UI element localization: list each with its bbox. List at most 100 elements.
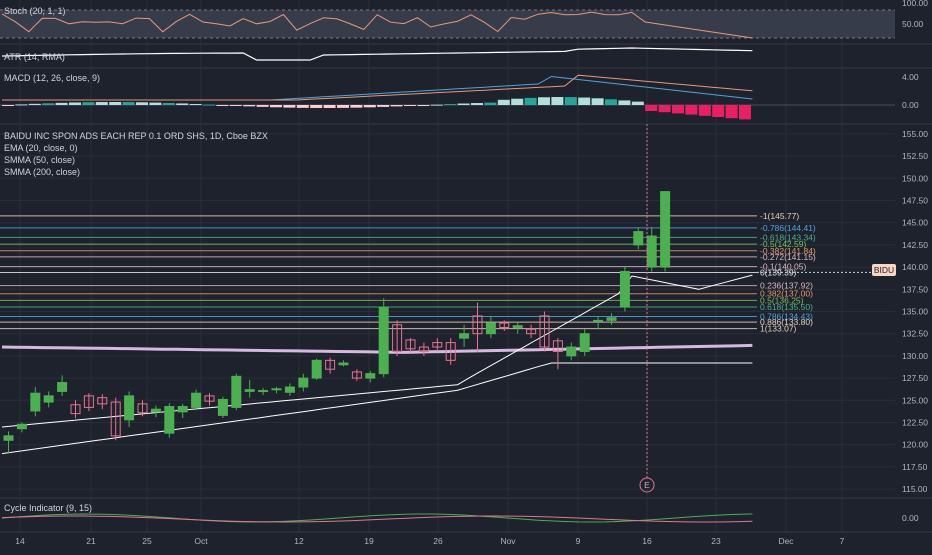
- candle-body: [418, 346, 429, 352]
- macd-histogram-bar: [685, 105, 698, 115]
- macd-histogram-bar: [216, 105, 229, 106]
- macd-histogram-bar: [497, 99, 510, 105]
- price-axis-tick: 130.00: [902, 351, 928, 361]
- macd-histogram-bar: [591, 98, 604, 105]
- fib-level-label: -0.1(140.05): [760, 262, 806, 272]
- signal-line: [2, 74, 753, 101]
- candle-body: [70, 404, 81, 415]
- candle-body: [97, 397, 108, 405]
- candle-body: [378, 306, 389, 375]
- price-axis-tick: 145.00: [902, 218, 928, 228]
- macd-histogram-bar: [363, 105, 376, 108]
- candle-body: [405, 339, 416, 350]
- fib-level-label: 0.382(137.00): [760, 289, 813, 299]
- fib-level-label: 0.886(133.80): [760, 317, 813, 327]
- macd-histogram-bar: [82, 102, 95, 105]
- candle-body: [472, 315, 483, 335]
- candle-body: [191, 392, 202, 408]
- price-axis-tick: 127.50: [902, 373, 928, 383]
- earnings-marker-label: E: [644, 480, 650, 490]
- time-axis-tick: 25: [142, 536, 152, 546]
- candle-body: [338, 362, 349, 366]
- candle-body: [499, 322, 510, 328]
- cycle-label: Cycle Indicator (9, 15): [4, 503, 93, 513]
- macd-histogram-bar: [176, 103, 189, 105]
- macd-histogram-bar: [2, 105, 14, 106]
- ema-overlay-label[interactable]: EMA (20, close, 0): [4, 143, 78, 153]
- macd-histogram-bar: [28, 103, 41, 105]
- stoch-tick-50: 50.00: [902, 19, 924, 29]
- smma50-line: [1, 362, 753, 455]
- time-axis-tick: 7: [840, 536, 845, 546]
- macd-histogram-bar: [283, 105, 296, 108]
- macd-histogram-bar: [578, 97, 591, 105]
- macd-histogram-bar: [551, 97, 564, 105]
- time-axis-tick: Dec: [778, 536, 794, 546]
- macd-histogram-bar: [95, 102, 108, 105]
- smma50-overlay-label[interactable]: SMMA (50, close): [4, 155, 76, 165]
- macd-histogram-bar: [310, 105, 323, 108]
- candle-body: [258, 390, 269, 393]
- candle-body: [566, 346, 577, 357]
- price-axis-tick: 147.50: [902, 195, 928, 205]
- time-axis-tick: 14: [15, 536, 25, 546]
- macd-histogram-bar: [658, 105, 671, 113]
- macd-histogram-bar: [243, 105, 256, 107]
- candle-body: [177, 406, 188, 413]
- candle-body: [271, 388, 282, 391]
- stoch-tick-100: 100.00: [902, 0, 928, 8]
- time-axis-tick: 9: [576, 536, 581, 546]
- atr-line: [1, 47, 753, 61]
- atr-label: ATR (14, RMA): [4, 52, 65, 62]
- candle-body: [660, 191, 671, 268]
- macd-histogram-bar: [712, 105, 725, 117]
- fib-level-label: -0.618(143.34): [760, 232, 816, 242]
- candle-body: [512, 325, 523, 328]
- fib-level-label: -1(145.77): [760, 211, 799, 221]
- macd-histogram-bar: [162, 102, 175, 105]
- candle-body: [244, 389, 255, 392]
- macd-label: MACD (12, 26, close, 9): [4, 73, 101, 83]
- candle-body: [432, 342, 443, 348]
- macd-histogram-bar: [605, 99, 617, 105]
- candle-body: [311, 359, 322, 379]
- stoch-label: Stoch (20, 1, 1): [4, 6, 66, 16]
- candle-body: [57, 382, 68, 392]
- candle-body: [593, 319, 604, 322]
- macd-histogram-bar: [618, 100, 631, 105]
- fib-level-label: -0.382(141.84): [760, 246, 816, 256]
- candle-body: [217, 398, 228, 416]
- time-axis-tick: 19: [364, 536, 374, 546]
- candle-body: [231, 375, 242, 408]
- price-axis-tick: 132.50: [902, 329, 928, 339]
- candle-body: [3, 435, 14, 441]
- candle-body: [539, 315, 550, 348]
- macd-histogram-bar: [538, 97, 550, 105]
- macd-histogram-bar: [672, 105, 684, 114]
- price-axis-tick: 152.50: [902, 151, 928, 161]
- cycle-tick-0: 0.00: [902, 513, 919, 523]
- fib-level-label: 0.618(135.50): [760, 302, 813, 312]
- price-tag: BIDU: [872, 264, 896, 276]
- macd-histogram-bar: [122, 102, 135, 105]
- macd-histogram-bar: [256, 105, 269, 107]
- candle-body: [164, 406, 175, 434]
- candle-body: [110, 401, 121, 437]
- candle-body: [633, 231, 644, 246]
- time-axis-tick: Oct: [194, 536, 208, 546]
- macd-histogram-bar: [390, 105, 403, 107]
- time-axis-tick: 21: [86, 536, 96, 546]
- earnings-marker-circle: [639, 477, 655, 493]
- candle-body: [365, 373, 376, 379]
- macd-histogram-bar: [189, 103, 202, 105]
- price-axis-tick: 155.00: [902, 129, 928, 139]
- candle-body: [30, 392, 41, 412]
- time-axis-tick: 16: [642, 536, 652, 546]
- fib-level-label: -0.5(142.59): [760, 239, 806, 249]
- price-axis-tick: 125.00: [902, 395, 928, 405]
- time-axis-tick: Nov: [500, 536, 516, 546]
- smma200-overlay-label[interactable]: SMMA (200, close): [4, 167, 81, 177]
- macd-histogram-bar: [337, 105, 349, 108]
